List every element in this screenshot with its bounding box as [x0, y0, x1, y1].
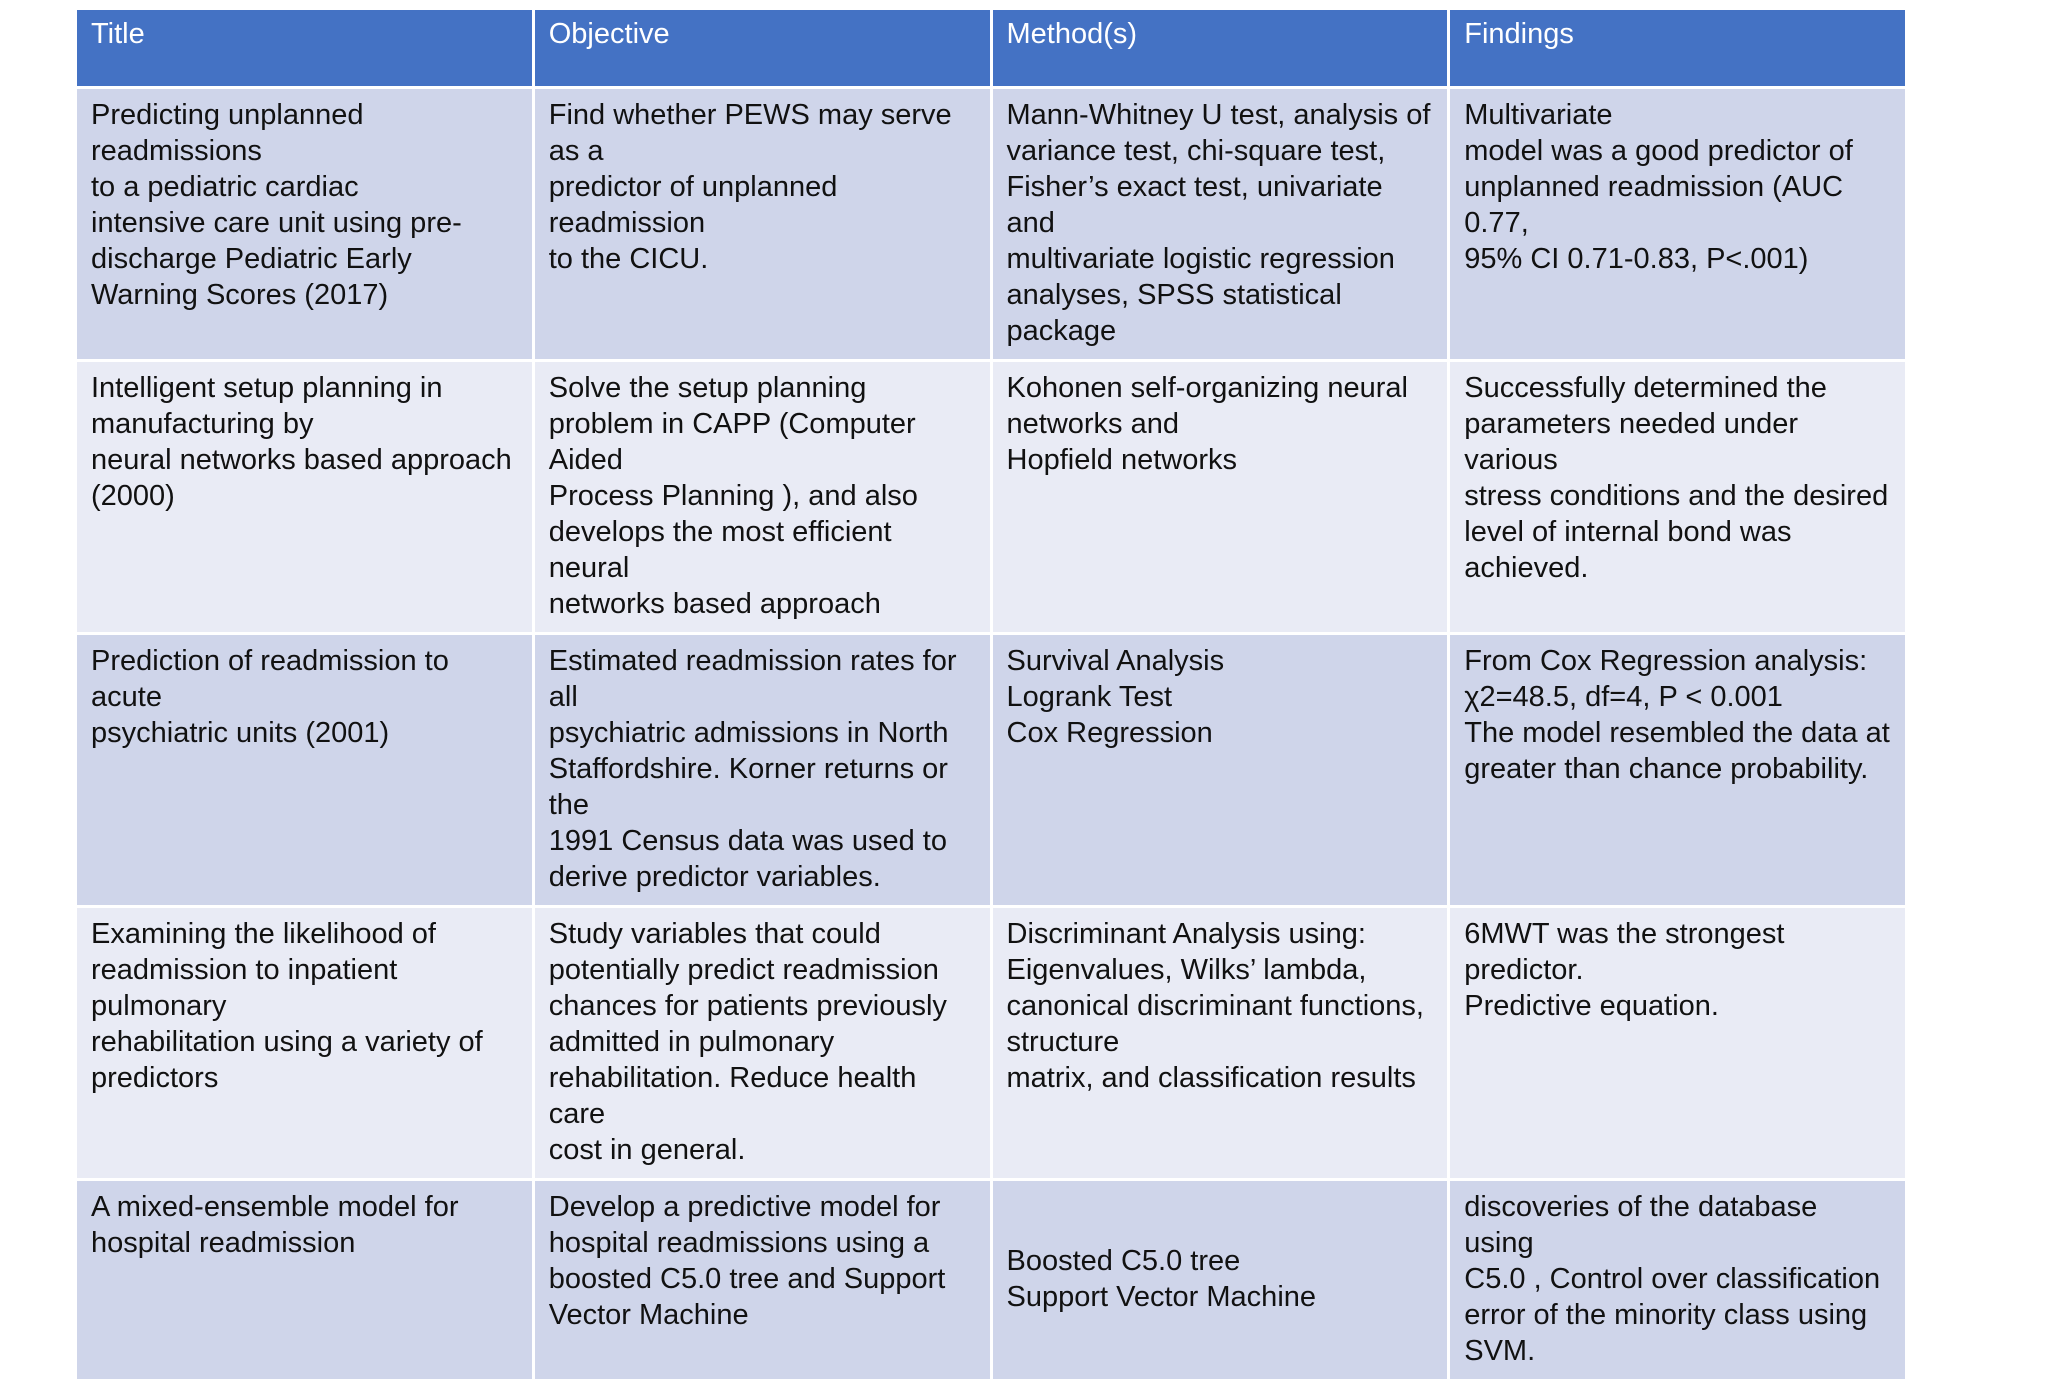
cell-objective: Study variables that could potentially p… [531, 905, 993, 1181]
cell-objective: Develop a predictive model for hospital … [531, 1178, 993, 1382]
cell-title: Intelligent setup planning in manufactur… [74, 359, 535, 635]
cell-findings: Multivariate model was a good predictor … [1447, 86, 1908, 362]
cell-methods: Discriminant Analysis using: Eigenvalues… [989, 905, 1451, 1181]
cell-methods: Survival Analysis Logrank Test Cox Regre… [989, 632, 1451, 908]
table-row: Intelligent setup planning in manufactur… [74, 359, 1908, 635]
cell-findings: From Cox Regression analysis: χ2=48.5, d… [1447, 632, 1908, 908]
cell-findings: discoveries of the database using C5.0 ,… [1447, 1178, 1908, 1382]
header-objective: Objective [531, 7, 993, 89]
cell-methods: Boosted C5.0 tree Support Vector Machine [989, 1178, 1451, 1382]
table-row: A mixed-ensemble model for hospital read… [74, 1178, 1908, 1382]
cell-methods: Kohonen self-organizing neural networks … [989, 359, 1451, 635]
header-findings: Findings [1447, 7, 1908, 89]
table-header-row: Title Objective Method(s) Findings [74, 7, 1908, 89]
cell-title: Examining the likelihood of readmission … [74, 905, 535, 1181]
cell-title: A mixed-ensemble model for hospital read… [74, 1178, 535, 1382]
table-row: Prediction of readmission to acute psych… [74, 632, 1908, 908]
cell-objective: Find whether PEWS may serve as a predict… [531, 86, 993, 362]
cell-objective: Solve the setup planning problem in CAPP… [531, 359, 993, 635]
cell-findings: Successfully determined the parameters n… [1447, 359, 1908, 635]
table-row: Predicting unplanned readmissions to a p… [74, 86, 1908, 362]
cell-findings: 6MWT was the strongest predictor. Predic… [1447, 905, 1908, 1181]
cell-methods: Mann-Whitney U test, analysis of varianc… [989, 86, 1451, 362]
literature-comparison-table: Title Objective Method(s) Findings Predi… [74, 7, 1908, 1382]
cell-title: Predicting unplanned readmissions to a p… [74, 86, 535, 362]
cell-objective: Estimated readmission rates for all psyc… [531, 632, 993, 908]
header-methods: Method(s) [989, 7, 1451, 89]
cell-title: Prediction of readmission to acute psych… [74, 632, 535, 908]
comparison-table-container: Title Objective Method(s) Findings Predi… [74, 7, 1908, 1382]
header-title: Title [74, 7, 535, 89]
table-row: Examining the likelihood of readmission … [74, 905, 1908, 1181]
